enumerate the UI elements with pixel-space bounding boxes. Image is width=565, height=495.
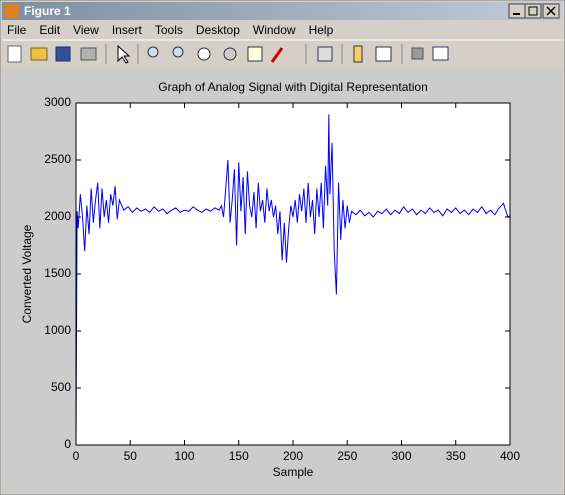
- y-tick-label: 1500: [44, 266, 71, 280]
- signal-line: [75, 114, 511, 446]
- x-tick-label: 150: [229, 449, 249, 463]
- minimize-button[interactable]: [508, 3, 526, 19]
- y-tick-label: 0: [64, 437, 71, 451]
- tool-colorbar[interactable]: [353, 45, 363, 63]
- menu-item[interactable]: Help: [309, 23, 334, 37]
- tool-legend[interactable]: [375, 46, 392, 62]
- tool-new[interactable]: [7, 45, 22, 63]
- x-tick-label: 400: [500, 449, 520, 463]
- menu-item[interactable]: Edit: [39, 23, 60, 37]
- plot-area: [76, 103, 510, 445]
- menu-bar: File Edit View Insert Tools Desktop Window Help: [7, 23, 334, 37]
- y-axis-label: Converted Voltage: [20, 224, 34, 323]
- y-tick-label: 3000: [44, 95, 71, 109]
- title-bar: [2, 2, 563, 20]
- tool-link[interactable]: [317, 46, 333, 62]
- tool-print[interactable]: [80, 47, 97, 61]
- y-tick-label: 2500: [44, 152, 71, 166]
- axes-box: [75, 102, 511, 446]
- tool-select[interactable]: [117, 44, 131, 64]
- window-title: Figure 1: [24, 4, 71, 18]
- app-icon: [5, 4, 19, 18]
- tool-datacursor[interactable]: [247, 46, 263, 62]
- tool-show-tools[interactable]: [432, 46, 449, 61]
- tool-zoom-in[interactable]: [147, 46, 159, 58]
- tool-hide-tools[interactable]: [411, 47, 424, 60]
- close-glyph: [546, 6, 556, 16]
- x-tick-label: 200: [283, 449, 303, 463]
- chart-title: Graph of Analog Signal with Digital Repr…: [158, 80, 428, 94]
- tool-rotate[interactable]: [223, 47, 237, 61]
- x-tick-label: 100: [174, 449, 194, 463]
- x-tick-label: 0: [73, 449, 80, 463]
- menu-item[interactable]: Desktop: [196, 23, 240, 37]
- toolbar: [7, 44, 449, 64]
- axes: Graph of Analog Signal with Digital Repr…: [20, 80, 520, 479]
- maximize-glyph: [528, 6, 538, 16]
- maximize-button[interactable]: [524, 3, 542, 19]
- menu-item[interactable]: View: [73, 23, 99, 37]
- y-tick-label: 2000: [44, 209, 71, 223]
- tool-pan[interactable]: [197, 47, 211, 61]
- menu-item[interactable]: Tools: [155, 23, 183, 37]
- x-axis-label: Sample: [273, 465, 314, 479]
- y-tick-label: 1000: [44, 323, 71, 337]
- window-buttons: [508, 3, 560, 19]
- x-tick-label: 300: [391, 449, 411, 463]
- menu-item[interactable]: File: [7, 23, 27, 37]
- x-tick-label: 350: [446, 449, 466, 463]
- tool-save[interactable]: [55, 46, 71, 62]
- menu-item[interactable]: Insert: [112, 23, 143, 37]
- tool-brush[interactable]: [270, 47, 284, 63]
- y-tick-label: 500: [51, 380, 71, 394]
- menu-item[interactable]: Window: [253, 23, 296, 37]
- x-tick-label: 50: [124, 449, 138, 463]
- tool-open[interactable]: [30, 47, 48, 61]
- x-tick-label: 250: [337, 449, 357, 463]
- tool-zoom-out[interactable]: [172, 46, 184, 58]
